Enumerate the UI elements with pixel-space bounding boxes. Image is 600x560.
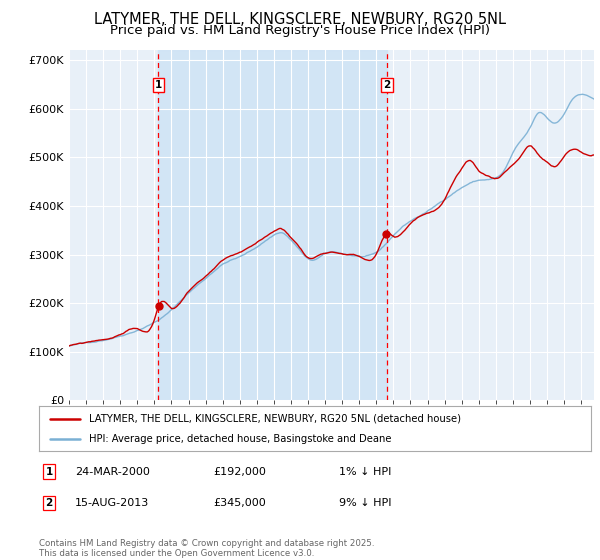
Text: 1% ↓ HPI: 1% ↓ HPI (339, 466, 391, 477)
Text: 1: 1 (46, 466, 53, 477)
Text: 24-MAR-2000: 24-MAR-2000 (75, 466, 150, 477)
Text: £345,000: £345,000 (213, 498, 266, 508)
Text: 9% ↓ HPI: 9% ↓ HPI (339, 498, 391, 508)
Text: LATYMER, THE DELL, KINGSCLERE, NEWBURY, RG20 5NL: LATYMER, THE DELL, KINGSCLERE, NEWBURY, … (94, 12, 506, 27)
Text: 2: 2 (383, 81, 391, 90)
Text: £192,000: £192,000 (213, 466, 266, 477)
Bar (158, 50, 387, 400)
Text: 2: 2 (46, 498, 53, 508)
Text: 1: 1 (155, 81, 162, 90)
Text: 15-AUG-2013: 15-AUG-2013 (75, 498, 149, 508)
Text: HPI: Average price, detached house, Basingstoke and Deane: HPI: Average price, detached house, Basi… (89, 434, 391, 444)
Text: Price paid vs. HM Land Registry's House Price Index (HPI): Price paid vs. HM Land Registry's House … (110, 24, 490, 37)
Text: Contains HM Land Registry data © Crown copyright and database right 2025.
This d: Contains HM Land Registry data © Crown c… (39, 539, 374, 558)
Text: LATYMER, THE DELL, KINGSCLERE, NEWBURY, RG20 5NL (detached house): LATYMER, THE DELL, KINGSCLERE, NEWBURY, … (89, 413, 461, 423)
